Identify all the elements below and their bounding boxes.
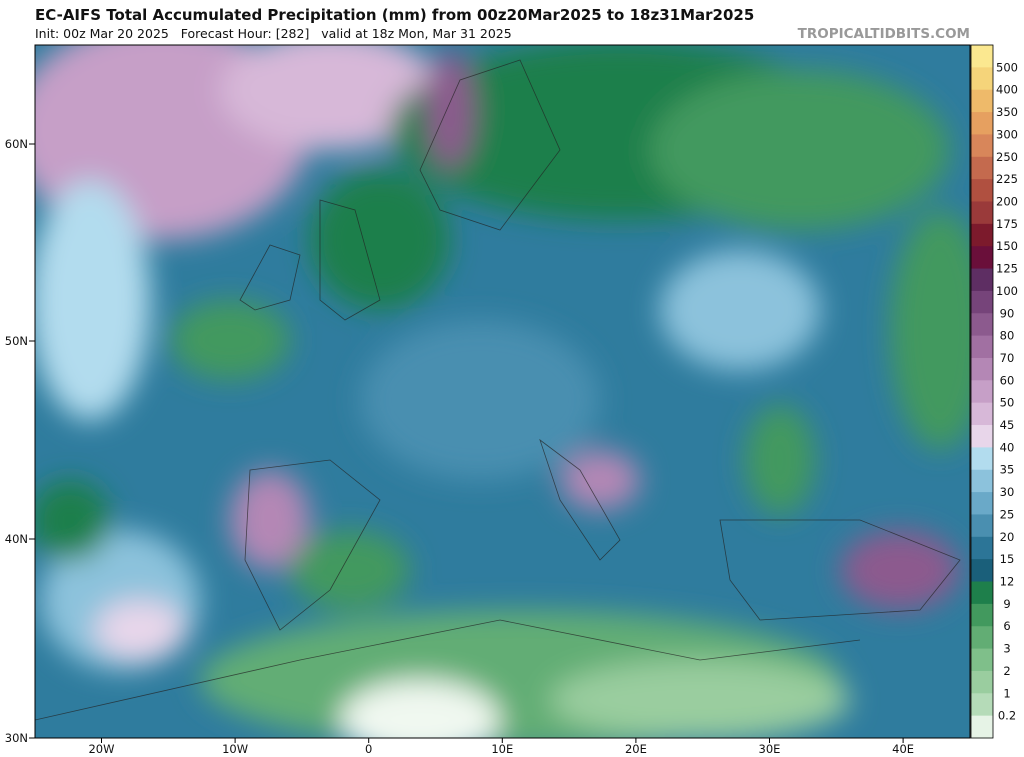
colorbar-label: 20 (1000, 530, 1015, 544)
colorbar-segment (971, 648, 993, 672)
colorbar-segment (971, 45, 993, 68)
colorbar-label: 60 (1000, 373, 1015, 387)
colorbar-label: 0.2 (998, 709, 1016, 723)
colorbar-label: 500 (996, 60, 1018, 74)
longitude-label: 10W (222, 742, 248, 756)
colorbar-label: 350 (996, 105, 1018, 119)
colorbar-label: 6 (1003, 619, 1010, 633)
longitude-label: 0 (365, 742, 372, 756)
colorbar-segment (971, 380, 993, 404)
colorbar-segment (971, 402, 993, 426)
colorbar-label: 80 (1000, 329, 1015, 343)
colorbar-label: 25 (1000, 507, 1015, 521)
colorbar-label: 3 (1003, 642, 1010, 656)
colorbar-segment (971, 536, 993, 560)
colorbar-segment (971, 425, 993, 448)
longitude-label: 20E (625, 742, 647, 756)
colorbar-segment (971, 89, 993, 113)
colorbar-label: 9 (1003, 597, 1010, 611)
colorbar-segment (971, 67, 993, 91)
colorbar-segment (971, 715, 993, 739)
longitude-label: 10E (491, 742, 513, 756)
colorbar-segment (971, 223, 993, 247)
colorbar-segment (971, 112, 993, 135)
colorbar-label: 125 (996, 262, 1018, 276)
colorbar-segment (971, 134, 993, 158)
colorbar-label: 150 (996, 239, 1018, 253)
latitude-label: 50N (5, 334, 28, 348)
title: EC-AIFS Total Accumulated Precipitation … (35, 6, 754, 24)
longitude-label: 30E (759, 742, 781, 756)
colorbar-label: 100 (996, 284, 1018, 298)
colorbar-segment (971, 492, 993, 515)
colorbar-segment (971, 179, 993, 202)
colorbar-label: 40 (1000, 440, 1015, 454)
latitude-label: 40N (5, 532, 28, 546)
colorbar-segment (971, 357, 993, 381)
colorbar-label: 1 (1003, 686, 1010, 700)
colorbar-segment (971, 290, 993, 314)
colorbar-segment (971, 447, 993, 471)
colorbar-label: 175 (996, 217, 1018, 231)
latitude-label: 60N (5, 137, 28, 151)
colorbar-segment (971, 581, 993, 605)
colorbar: 5004003503002502252001751501251009080706… (970, 44, 1018, 739)
axis-labels: 60N 50N 40N 30N 20W 10W 0 10E 20E 30E 40E (5, 137, 914, 756)
colorbar-label: 35 (1000, 463, 1015, 477)
longitude-label: 40E (892, 742, 914, 756)
colorbar-label: 50 (1000, 396, 1015, 410)
colorbar-segment (971, 559, 993, 583)
colorbar-segment (971, 201, 993, 225)
colorbar-frame (970, 44, 994, 739)
colorbar-label: 90 (1000, 306, 1015, 320)
colorbar-label: 200 (996, 194, 1018, 208)
colorbar-segment (971, 246, 993, 270)
latitude-label: 30N (5, 731, 28, 745)
colorbar-segment (971, 626, 993, 650)
site-name: TROPICALTIDBITS.COM (798, 26, 970, 42)
colorbar-segment (971, 268, 993, 292)
colorbar-label: 30 (1000, 485, 1015, 499)
colorbar-label: 12 (1000, 575, 1015, 589)
longitude-label: 20W (88, 742, 114, 756)
colorbar-segment (971, 156, 993, 180)
colorbar-label: 250 (996, 150, 1018, 164)
colorbar-label: 225 (996, 172, 1018, 186)
colorbar-segment (971, 693, 993, 717)
colorbar-segment (971, 514, 993, 538)
precipitation-map (35, 45, 970, 738)
colorbar-segment (971, 313, 993, 337)
colorbar-label: 400 (996, 83, 1018, 97)
colorbar-label: 300 (996, 127, 1018, 141)
colorbar-segment (971, 335, 993, 359)
colorbar-segment (971, 603, 993, 627)
colorbar-segment (971, 469, 993, 493)
colorbar-label: 2 (1003, 664, 1010, 678)
colorbar-label: 70 (1000, 351, 1015, 365)
colorbar-segment (971, 670, 993, 694)
subtitle: Init: 00z Mar 20 2025 Forecast Hour: [28… (35, 26, 512, 41)
colorbar-label: 45 (1000, 418, 1015, 432)
colorbar-label: 15 (1000, 552, 1015, 566)
